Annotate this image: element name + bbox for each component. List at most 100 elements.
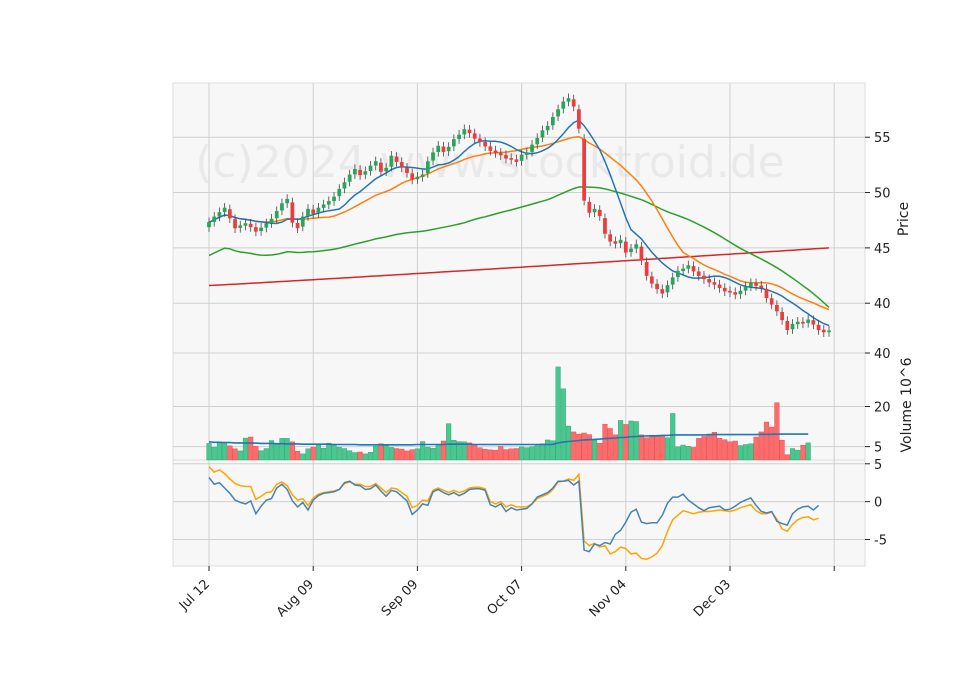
volume-average-line <box>208 433 809 446</box>
volume-bar <box>638 434 644 461</box>
volume-bar <box>774 402 780 461</box>
volume-bar <box>565 425 572 461</box>
volume-bar <box>258 450 264 461</box>
volume-bar <box>690 447 697 461</box>
volume-bar <box>685 446 691 461</box>
candle-body <box>207 222 211 228</box>
candle-body <box>681 268 685 272</box>
candle-body <box>623 241 628 253</box>
candle-body <box>337 188 342 197</box>
candle-body <box>660 289 665 294</box>
volume-bar <box>352 452 358 461</box>
volume-bar <box>612 434 618 461</box>
candle-body <box>217 212 222 217</box>
candle-body <box>254 227 258 232</box>
candle-body <box>603 218 607 234</box>
candle-body <box>300 216 305 227</box>
volume-bar <box>295 450 301 461</box>
volume-bar <box>769 426 775 461</box>
candle-body <box>358 169 362 176</box>
volume-bar <box>555 366 561 461</box>
volume-bar <box>623 424 629 461</box>
volume-bar <box>753 436 759 461</box>
volume-bar <box>508 448 514 461</box>
candle-body <box>665 285 670 293</box>
candle-body <box>821 329 826 333</box>
volume-bar <box>717 438 723 461</box>
volume-bar <box>211 446 217 461</box>
candle-body <box>290 202 295 223</box>
volume-bar <box>795 449 801 461</box>
candle-body <box>717 284 722 289</box>
candle-body <box>801 321 805 324</box>
candle-body <box>827 330 831 333</box>
candle-body <box>212 216 217 222</box>
candle-body <box>441 146 446 152</box>
candle-body <box>577 109 581 129</box>
sma-long-line <box>208 247 830 287</box>
candle-body <box>733 292 738 295</box>
x-tick-label: Sep 09 <box>379 577 422 620</box>
candle-body <box>420 174 425 178</box>
candle-body <box>556 109 560 117</box>
candle-body <box>425 161 430 174</box>
macd-signal-line <box>208 466 819 560</box>
candle-body <box>389 155 394 167</box>
candle-body <box>436 145 441 153</box>
candle-body <box>483 142 487 147</box>
candle-body <box>530 144 534 152</box>
volume-bar <box>321 448 327 461</box>
candle-body <box>227 209 232 219</box>
candle-body <box>535 138 540 145</box>
candle-body <box>259 227 263 232</box>
sma-fast-line <box>208 119 830 327</box>
volume-bar <box>326 442 332 461</box>
candle-body <box>379 162 383 172</box>
macd-panel-bg <box>172 459 866 567</box>
volume-bar <box>394 448 400 461</box>
volume-bar <box>315 444 321 461</box>
volume-bar <box>446 423 452 461</box>
volume-bar <box>633 421 639 461</box>
volume-bar <box>779 440 785 461</box>
candle-body <box>676 270 680 278</box>
candle-body <box>618 239 623 244</box>
volume-bar <box>654 436 660 461</box>
volume-bar <box>362 453 368 461</box>
candle-body <box>452 139 456 147</box>
volume-bar <box>367 452 374 461</box>
x-tick-label: Oct 07 <box>484 577 525 618</box>
candle-body <box>509 158 514 160</box>
volume-bar <box>435 444 441 461</box>
candle-body <box>504 155 508 159</box>
volume-bar <box>420 441 426 461</box>
volume-bar <box>409 449 415 461</box>
candle-body <box>399 162 404 168</box>
candle-body <box>540 130 545 138</box>
sma-slow-line <box>208 186 830 308</box>
volume-bar <box>300 453 306 461</box>
volume-bar <box>602 423 608 461</box>
volume-bar <box>378 443 384 461</box>
volume-bar <box>696 438 702 461</box>
volume-bar <box>493 449 499 461</box>
volume-bar <box>711 431 717 461</box>
candle-body <box>353 169 357 175</box>
candle-body <box>488 146 493 151</box>
price-y-tick-label: 45 <box>874 242 891 257</box>
candle-body <box>639 246 644 261</box>
candle-body <box>248 223 253 228</box>
x-tick-label: Nov 04 <box>587 577 630 620</box>
candle-body <box>587 201 592 213</box>
candle-body <box>613 241 618 244</box>
candle-body <box>691 266 696 272</box>
candle-body <box>551 117 555 126</box>
candle-body <box>467 129 472 134</box>
candle-body <box>342 182 347 189</box>
volume-bar <box>227 445 233 461</box>
volume-bar <box>545 439 551 461</box>
volume-bar <box>206 443 212 461</box>
price-y-tick-label: 55 <box>874 131 891 146</box>
candle-body <box>347 174 352 182</box>
candle-body <box>634 244 639 249</box>
